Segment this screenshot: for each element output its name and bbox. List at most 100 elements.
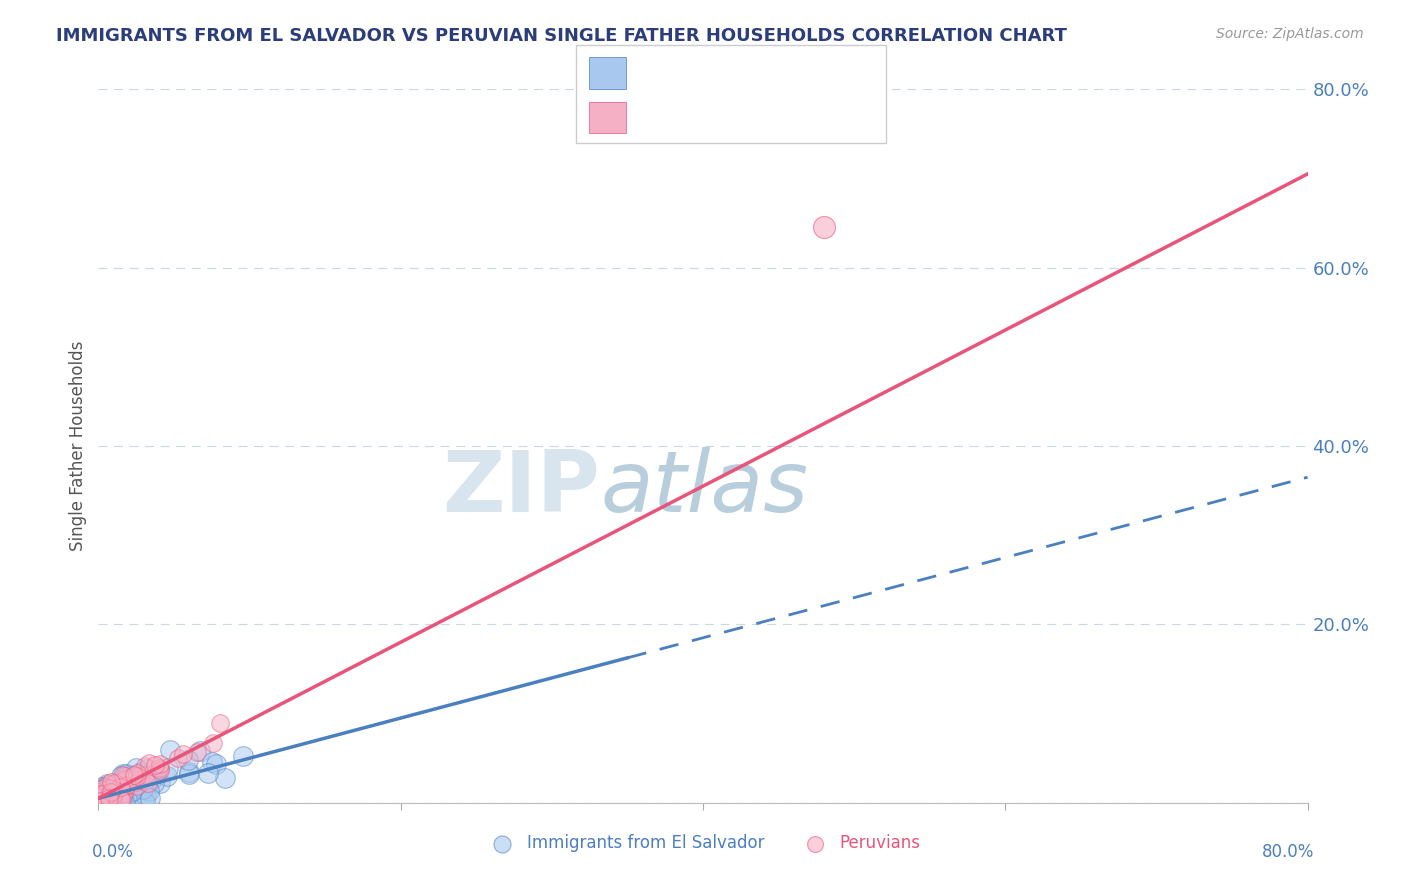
Point	[121, 784, 143, 798]
Bar	[589, 57, 626, 89]
Point	[201, 755, 224, 769]
Point	[125, 768, 148, 782]
Point	[232, 749, 254, 764]
Point	[188, 744, 211, 758]
Point	[105, 794, 128, 808]
Point	[100, 794, 122, 808]
Point	[90, 789, 112, 803]
Point	[120, 791, 142, 805]
Point	[93, 789, 115, 803]
Point	[142, 776, 165, 790]
Point	[111, 781, 134, 796]
Point	[94, 792, 117, 806]
Point	[97, 789, 120, 803]
Point	[134, 769, 156, 783]
Point	[136, 776, 159, 790]
Text: Source: ZipAtlas.com: Source: ZipAtlas.com	[1216, 27, 1364, 41]
Point	[110, 792, 132, 806]
Point	[124, 775, 146, 789]
Point	[132, 781, 155, 796]
Point	[138, 756, 160, 770]
Point	[110, 795, 132, 809]
Point	[90, 786, 112, 800]
Text: R = 0.461   N = 83: R = 0.461 N = 83	[638, 63, 808, 81]
Point	[118, 772, 141, 786]
Point	[107, 786, 129, 800]
Point	[112, 779, 135, 793]
Text: R = 0.913   N = 69: R = 0.913 N = 69	[638, 106, 808, 124]
Point	[93, 795, 115, 809]
Point	[103, 794, 125, 808]
Point	[90, 784, 112, 798]
Point	[813, 220, 835, 235]
Point	[127, 779, 149, 793]
Point	[135, 767, 157, 781]
Point	[114, 773, 136, 788]
Point	[139, 773, 162, 788]
Bar	[589, 102, 626, 133]
Point	[134, 795, 156, 809]
Point	[136, 762, 159, 776]
Point	[129, 772, 152, 787]
Text: 0.0%: 0.0%	[91, 843, 134, 861]
Point	[111, 780, 134, 794]
Point	[96, 793, 118, 807]
Point	[101, 792, 124, 806]
Point	[94, 780, 117, 795]
Point	[89, 793, 111, 807]
Point	[111, 793, 134, 807]
Point	[89, 795, 111, 809]
Point	[148, 757, 170, 772]
Point	[100, 794, 122, 808]
Point	[98, 785, 121, 799]
Point	[100, 785, 122, 799]
Point	[202, 736, 225, 750]
Point	[90, 791, 112, 805]
Point	[93, 795, 115, 809]
Point	[156, 761, 179, 775]
Point	[117, 780, 139, 795]
Point	[115, 781, 138, 796]
Point	[115, 772, 138, 786]
Point	[149, 763, 172, 777]
Point	[179, 765, 201, 780]
Point	[115, 779, 138, 793]
Point	[103, 785, 125, 799]
Point	[89, 795, 111, 809]
Point	[101, 795, 124, 809]
Point	[197, 765, 219, 780]
Point	[98, 792, 121, 806]
Point	[107, 795, 129, 809]
Point	[112, 787, 135, 801]
Point	[117, 795, 139, 809]
Point	[118, 772, 141, 787]
Point	[96, 777, 118, 791]
Point	[125, 761, 148, 775]
Point	[128, 772, 150, 787]
Point	[97, 777, 120, 791]
Point	[214, 771, 236, 785]
Point	[145, 769, 167, 783]
Point	[104, 781, 127, 796]
Point	[111, 795, 134, 809]
Point	[91, 780, 114, 795]
Point	[90, 788, 112, 802]
Point	[107, 781, 129, 796]
Point	[125, 770, 148, 784]
Point	[115, 767, 138, 781]
Point	[100, 775, 122, 789]
Point	[186, 745, 208, 759]
Point	[121, 776, 143, 790]
Point	[104, 795, 127, 809]
Point	[148, 761, 170, 775]
FancyBboxPatch shape	[576, 45, 886, 143]
Point	[110, 780, 132, 794]
Point	[135, 789, 157, 803]
Point	[97, 795, 120, 809]
Point	[107, 783, 129, 797]
Point	[125, 765, 148, 780]
Point	[143, 758, 166, 772]
Point	[94, 789, 117, 804]
Legend: Immigrants from El Salvador, Peruvians: Immigrants from El Salvador, Peruvians	[479, 828, 927, 859]
Text: atlas: atlas	[600, 447, 808, 531]
